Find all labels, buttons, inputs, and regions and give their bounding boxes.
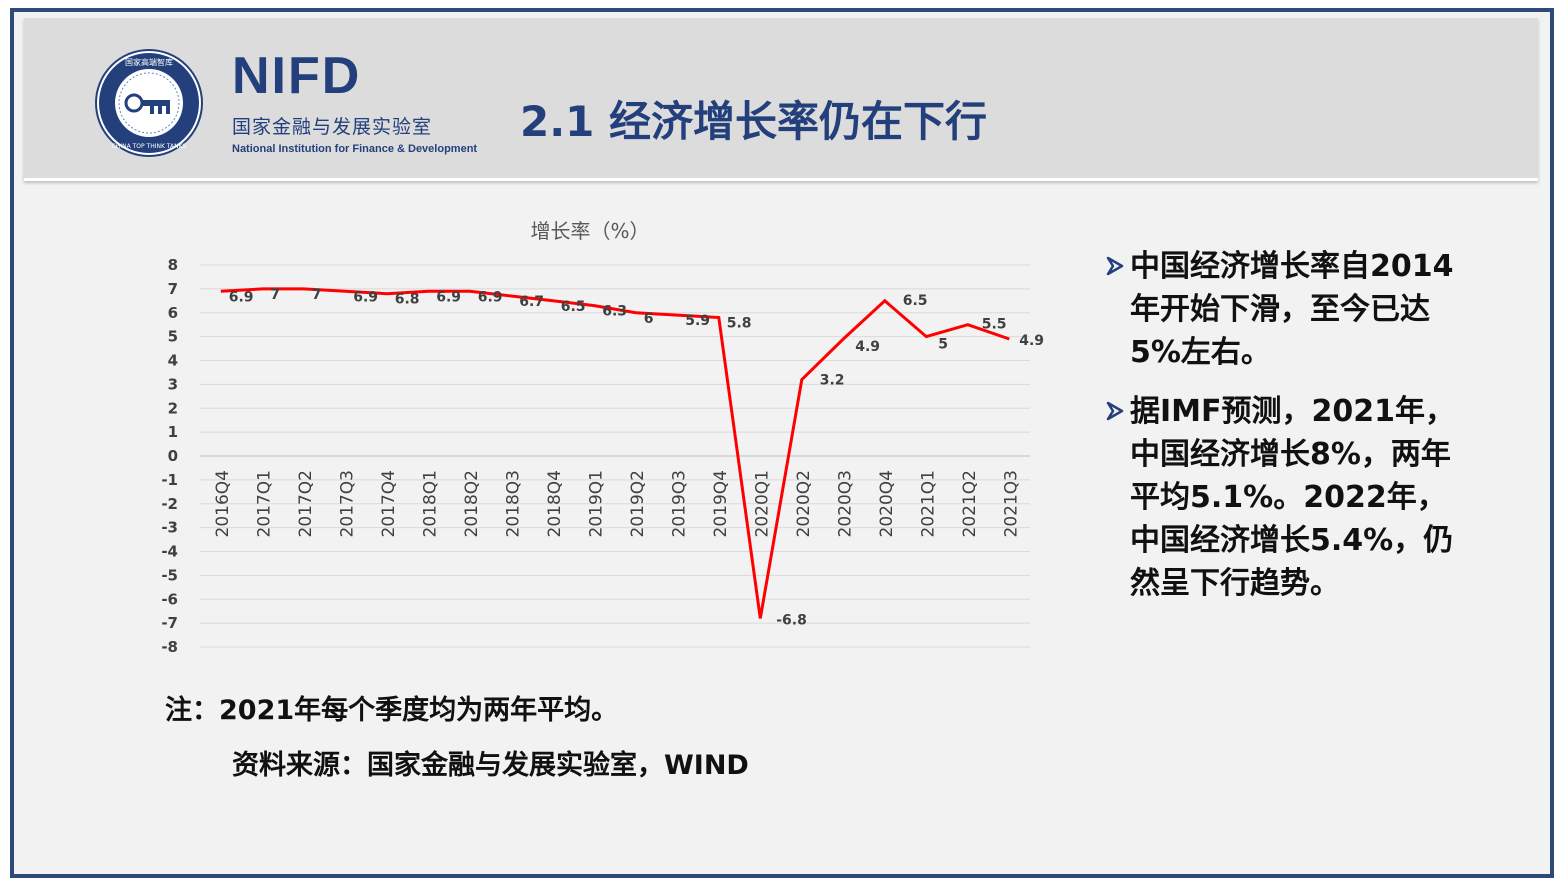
data-label: 6.9 [229, 289, 254, 305]
y-tick-label: -1 [161, 471, 178, 489]
x-tick-label: 2018Q3 [503, 470, 523, 537]
chart-title: 增长率（%） [530, 219, 649, 243]
y-tick-label: -4 [161, 543, 178, 561]
x-tick-label: 2016Q4 [213, 470, 233, 537]
data-label: 6.3 [602, 304, 627, 320]
data-label: 6.5 [903, 293, 928, 309]
y-tick-label: -6 [161, 590, 178, 608]
x-tick-label: 2019Q4 [711, 470, 731, 537]
y-tick-label: 4 [168, 352, 178, 370]
data-label: 6 [644, 311, 654, 327]
bullet-text: 中国经济增长率自2014年开始下滑，至今已达5%左右。 [1130, 249, 1454, 370]
x-tick-label: 2018Q4 [545, 470, 565, 537]
data-label: 7 [270, 287, 280, 303]
x-tick-label: 2020Q1 [752, 470, 772, 537]
y-tick-label: 8 [168, 256, 178, 274]
y-tick-label: 7 [168, 280, 178, 298]
y-tick-label: -3 [161, 519, 178, 537]
x-tick-label: 2021Q3 [1001, 470, 1021, 537]
data-label: 5 [938, 337, 948, 353]
x-tick-label: 2020Q2 [794, 470, 814, 537]
x-tick-label: 2019Q2 [628, 470, 648, 537]
x-tick-label: 2018Q1 [420, 470, 440, 537]
data-label: 4.9 [1019, 333, 1044, 349]
data-label: 3.2 [820, 373, 845, 389]
x-tick-label: 2021Q1 [918, 470, 938, 537]
svg-text:CHINA TOP THINK TANKS: CHINA TOP THINK TANKS [112, 143, 187, 150]
y-tick-label: 2 [168, 399, 178, 417]
bullet-text: 据IMF预测，2021年，中国经济增长8%，两年平均5.1%。2022年，中国经… [1130, 394, 1456, 601]
think-tank-seal-logo: 国家高端智库 CHINA TOP THINK TANKS [95, 49, 203, 157]
y-tick-label: 1 [168, 423, 178, 441]
x-tick-label: 2018Q2 [462, 470, 482, 537]
slide-title: 2.1 经济增长率仍在下行 [520, 97, 988, 146]
data-label: 5.5 [982, 317, 1007, 333]
data-label: 6.5 [561, 299, 586, 315]
arrow-bullet-icon [1106, 401, 1124, 421]
x-tick-label: 2020Q4 [877, 470, 897, 537]
slide-frame: 国家高端智库 CHINA TOP THINK TANKS NIFD 国家金融与发… [10, 8, 1554, 878]
x-tick-label: 2017Q4 [379, 470, 399, 537]
y-tick-label: -8 [161, 638, 178, 656]
data-label: -6.8 [776, 612, 807, 628]
x-tick-label: 2017Q3 [337, 470, 357, 537]
y-tick-label: 5 [168, 328, 178, 346]
data-label: 5.8 [727, 316, 752, 332]
data-label: 4.9 [855, 339, 880, 355]
chart-note: 注：2021年每个季度均为两年平均。 [165, 695, 619, 726]
bullet-list: 中国经济增长率自2014年开始下滑，至今已达5%左右。 据IMF预测，2021年… [1100, 245, 1460, 621]
x-tick-label: 2017Q2 [296, 470, 316, 537]
y-tick-label: -7 [161, 614, 178, 632]
data-label: 6.7 [519, 294, 544, 310]
y-tick-label: 3 [168, 375, 178, 393]
data-label: 5.9 [685, 313, 710, 329]
data-label: 6.8 [395, 292, 420, 308]
x-tick-label: 2019Q1 [586, 470, 606, 537]
bullet-item: 中国经济增长率自2014年开始下滑，至今已达5%左右。 [1100, 245, 1460, 374]
growth-rate-line-chart: 增长率（%） 8 7 6 5 4 3 2 1 0 -1 -2 -3 -4 -5 -6 -7 -8 2016Q4 2… [161, 219, 1044, 656]
y-tick-label: 0 [168, 447, 178, 465]
y-tick-label: 6 [168, 304, 178, 322]
data-label: 6.9 [353, 289, 378, 305]
brand-block: NIFD 国家金融与发展实验室 National Institution for… [232, 48, 477, 155]
x-tick-label: 2021Q2 [960, 470, 980, 537]
brand-english-name: National Institution for Finance & Devel… [232, 143, 478, 155]
slide-header: 国家高端智库 CHINA TOP THINK TANKS NIFD 国家金融与发… [24, 18, 1538, 181]
brand-chinese-name: 国家金融与发展实验室 [232, 116, 433, 138]
svg-text:国家高端智库: 国家高端智库 [125, 57, 173, 67]
data-label: 6.9 [436, 289, 461, 305]
y-tick-label: -2 [161, 495, 178, 513]
y-tick-label: -5 [161, 566, 178, 584]
series-line [220, 287, 1010, 619]
data-label: 6.9 [478, 289, 503, 305]
brand-name: NIFD [232, 47, 362, 105]
x-tick-label: 2017Q1 [254, 470, 274, 537]
data-label: 7 [312, 287, 322, 303]
bullet-item: 据IMF预测，2021年，中国经济增长8%，两年平均5.1%。2022年，中国经… [1100, 390, 1460, 605]
x-tick-label: 2019Q3 [669, 470, 689, 537]
arrow-bullet-icon [1106, 256, 1124, 276]
data-source: 资料来源：国家金融与发展实验室，WIND [232, 750, 749, 781]
x-tick-label: 2020Q3 [835, 470, 855, 537]
